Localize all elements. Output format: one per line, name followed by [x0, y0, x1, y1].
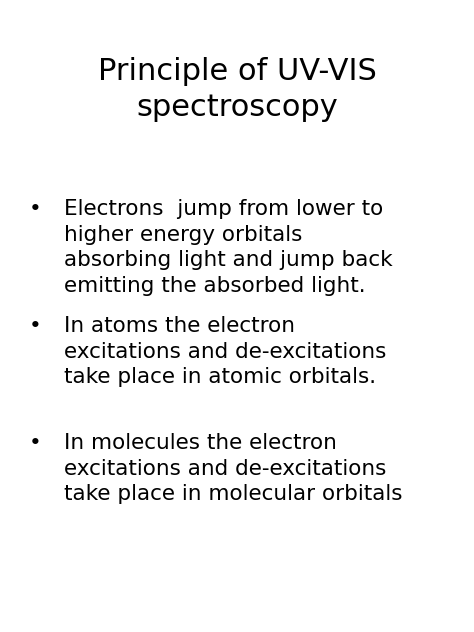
Text: Electrons  jump from lower to
higher energy orbitals
absorbing light and jump ba: Electrons jump from lower to higher ener… — [64, 199, 392, 296]
Text: In atoms the electron
excitations and de-excitations
take place in atomic orbita: In atoms the electron excitations and de… — [64, 316, 386, 387]
Text: Principle of UV-VIS
spectroscopy: Principle of UV-VIS spectroscopy — [98, 57, 376, 122]
Text: •: • — [28, 199, 41, 219]
Text: In molecules the electron
excitations and de-excitations
take place in molecular: In molecules the electron excitations an… — [64, 433, 402, 504]
Text: •: • — [28, 316, 41, 336]
Text: •: • — [28, 433, 41, 453]
